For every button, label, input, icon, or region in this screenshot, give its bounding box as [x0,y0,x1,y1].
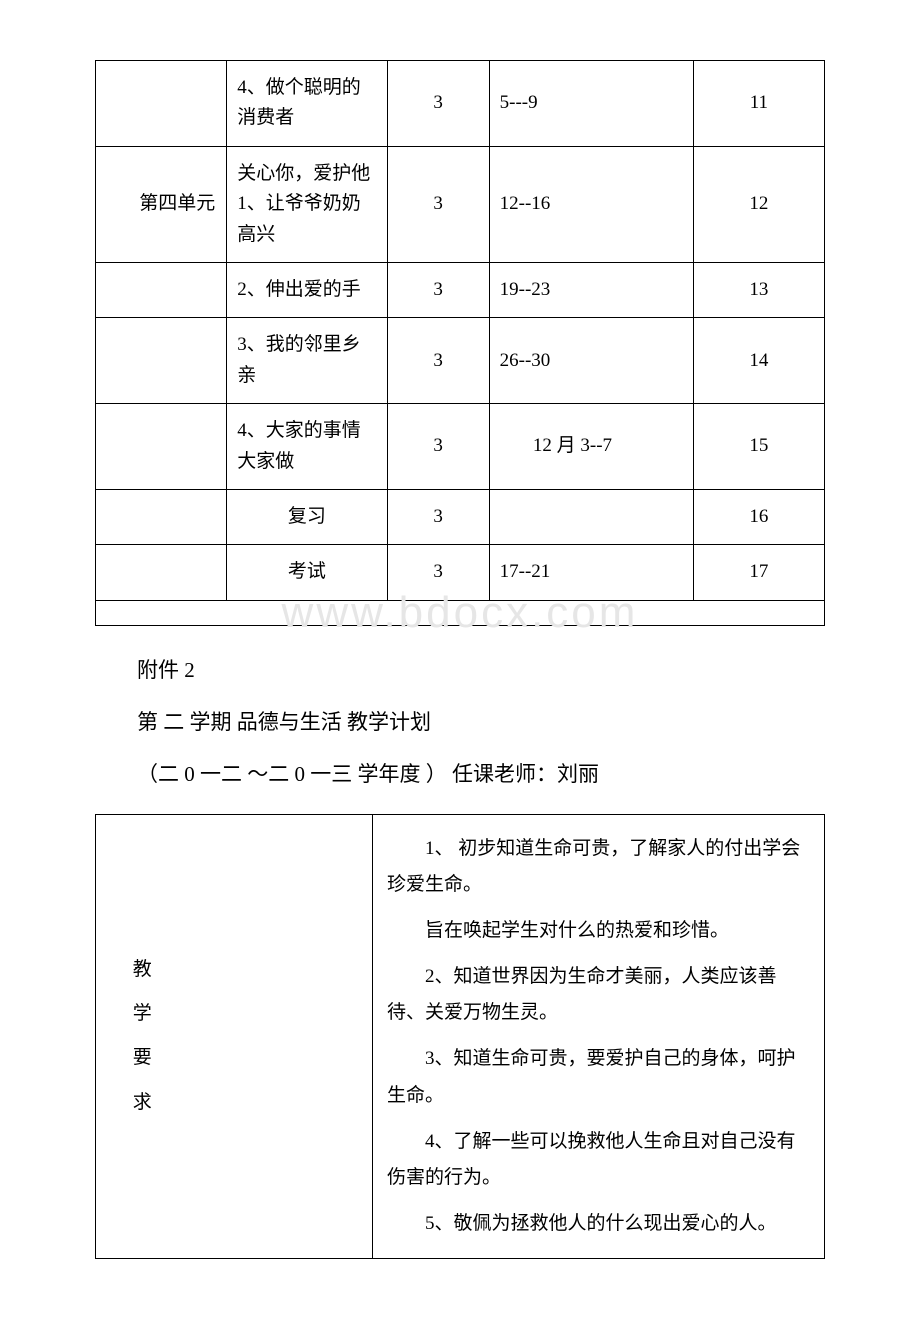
requirements-item: 旨在唤起学生对什么的热爱和珍惜。 [387,913,810,949]
week-cell: 14 [693,318,824,404]
hours-cell: 3 [387,262,489,317]
table-row: 3、我的邻里乡亲326--3014 [96,318,825,404]
requirements-table: 教学要求 1、 初步知道生命可贵，了解家人的付出学会珍爱生命。旨在唤起学生对什么… [95,814,825,1259]
topic-cell: 2、伸出爱的手 [227,262,387,317]
week-cell: 11 [693,61,824,147]
requirements-label-char: 求 [133,1085,358,1121]
week-cell: 17 [693,545,824,600]
requirements-item: 4、了解一些可以挽救他人生命且对自己没有伤害的行为。 [387,1124,810,1196]
hours-cell: 3 [387,146,489,262]
hours-cell: 3 [387,545,489,600]
table-row-blank [96,600,825,625]
requirements-content-cell: 1、 初步知道生命可贵，了解家人的付出学会珍爱生命。旨在唤起学生对什么的热爱和珍… [373,814,825,1258]
requirements-item: 2、知道世界因为生命才美丽，人类应该善待、关爱万物生灵。 [387,959,810,1031]
topic-cell: 关心你，爱护他1、让爷爷奶奶高兴 [227,146,387,262]
table-row: 4、大家的事情大家做3 12 月 3--715 [96,404,825,490]
plan-title: 第 二 学期 品德与生活 教学计划 [95,696,825,748]
unit-cell [96,489,227,544]
table-row: 2、伸出爱的手319--2313 [96,262,825,317]
table-row: 复习3 16 [96,489,825,544]
table-row: 考试317--2117 [96,545,825,600]
dates-cell: 19--23 [489,262,693,317]
attachment-label: 附件 2 [95,644,825,696]
table-row: 教学要求 1、 初步知道生命可贵，了解家人的付出学会珍爱生命。旨在唤起学生对什么… [96,814,825,1258]
unit-cell [96,262,227,317]
requirements-label-char: 要 [133,1040,358,1076]
table-row: 第四单元关心你，爱护他1、让爷爷奶奶高兴312--1612 [96,146,825,262]
unit-cell: 第四单元 [96,146,227,262]
hours-cell: 3 [387,318,489,404]
requirements-item: 3、知道生命可贵，要爱护自己的身体，呵护生命。 [387,1041,810,1113]
requirements-label-char: 学 [133,996,358,1032]
schedule-table: 4、做个聪明的消费者35---911 第四单元关心你，爱护他1、让爷爷奶奶高兴3… [95,60,825,626]
week-cell: 13 [693,262,824,317]
hours-cell: 3 [387,404,489,490]
dates-cell: 5---9 [489,61,693,147]
requirements-item: 1、 初步知道生命可贵，了解家人的付出学会珍爱生命。 [387,831,810,903]
hours-cell: 3 [387,61,489,147]
week-cell: 12 [693,146,824,262]
topic-cell: 考试 [227,545,387,600]
dates-cell: 26--30 [489,318,693,404]
topic-cell: 3、我的邻里乡亲 [227,318,387,404]
week-cell: 15 [693,404,824,490]
requirements-label-char: 教 [133,952,358,988]
topic-cell: 复习 [227,489,387,544]
dates-cell: 12--16 [489,146,693,262]
dates-cell: 12 月 3--7 [489,404,693,490]
plan-subtitle: （二 0 一二 ～二 0 一三 学年度 ） 任课老师：刘丽 [95,748,825,800]
dates-cell [489,489,693,544]
unit-cell [96,318,227,404]
requirements-item: 5、敬佩为拯救他人的什么现出爱心的人。 [387,1206,810,1242]
topic-cell: 4、做个聪明的消费者 [227,61,387,147]
hours-cell: 3 [387,489,489,544]
table-row: 4、做个聪明的消费者35---911 [96,61,825,147]
unit-cell [96,61,227,147]
topic-cell: 4、大家的事情大家做 [227,404,387,490]
dates-cell: 17--21 [489,545,693,600]
unit-cell [96,545,227,600]
week-cell: 16 [693,489,824,544]
requirements-label-cell: 教学要求 [96,814,373,1258]
unit-cell [96,404,227,490]
